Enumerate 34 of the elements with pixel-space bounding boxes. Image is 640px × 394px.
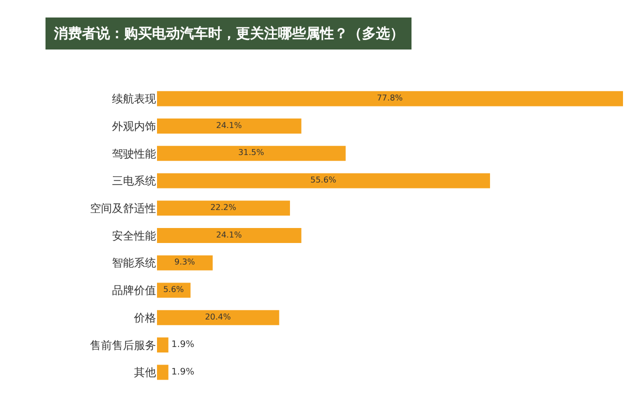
y-tick-label: 空间及舒适性 <box>90 202 156 215</box>
y-tick-label: 其他 <box>134 366 156 380</box>
data-label: 9.3% <box>174 256 196 267</box>
y-tick-label: 外观内饰 <box>112 120 156 133</box>
data-label: 1.9% <box>171 340 195 350</box>
data-label: 24.1% <box>216 229 242 240</box>
data-label: 1.9% <box>171 367 195 378</box>
data-label: 77.8% <box>376 92 403 102</box>
bar <box>157 200 290 216</box>
y-tick-label: 售前售后服务 <box>90 338 156 352</box>
y-tick-label: 续航表现 <box>112 92 156 106</box>
bar <box>157 146 346 161</box>
data-label: 22.2% <box>210 202 236 212</box>
y-tick-label: 驾驶性能 <box>112 147 156 160</box>
chart-title: 消费者说：购买电动汽车时，更关注哪些属性？（多选） <box>53 25 404 42</box>
y-tick-label: 三电系统 <box>112 174 156 188</box>
y-tick-label: 智能系统 <box>112 256 156 270</box>
y-tick-label: 安全性能 <box>112 229 156 242</box>
bar <box>157 337 168 352</box>
bar <box>157 118 302 134</box>
bar <box>157 91 623 106</box>
data-label: 24.1% <box>216 120 242 130</box>
bar <box>157 310 280 326</box>
y-tick-label: 价格 <box>133 311 156 324</box>
data-label: 55.6% <box>310 174 336 185</box>
bar <box>157 173 490 188</box>
y-tick-label: 品牌价值 <box>112 284 156 298</box>
data-label: 5.6% <box>163 284 184 294</box>
bar <box>157 282 191 298</box>
data-label: 20.4% <box>204 311 232 322</box>
bar <box>157 228 302 244</box>
data-label: 31.5% <box>238 147 264 158</box>
bar <box>157 255 213 270</box>
bar <box>157 364 168 380</box>
